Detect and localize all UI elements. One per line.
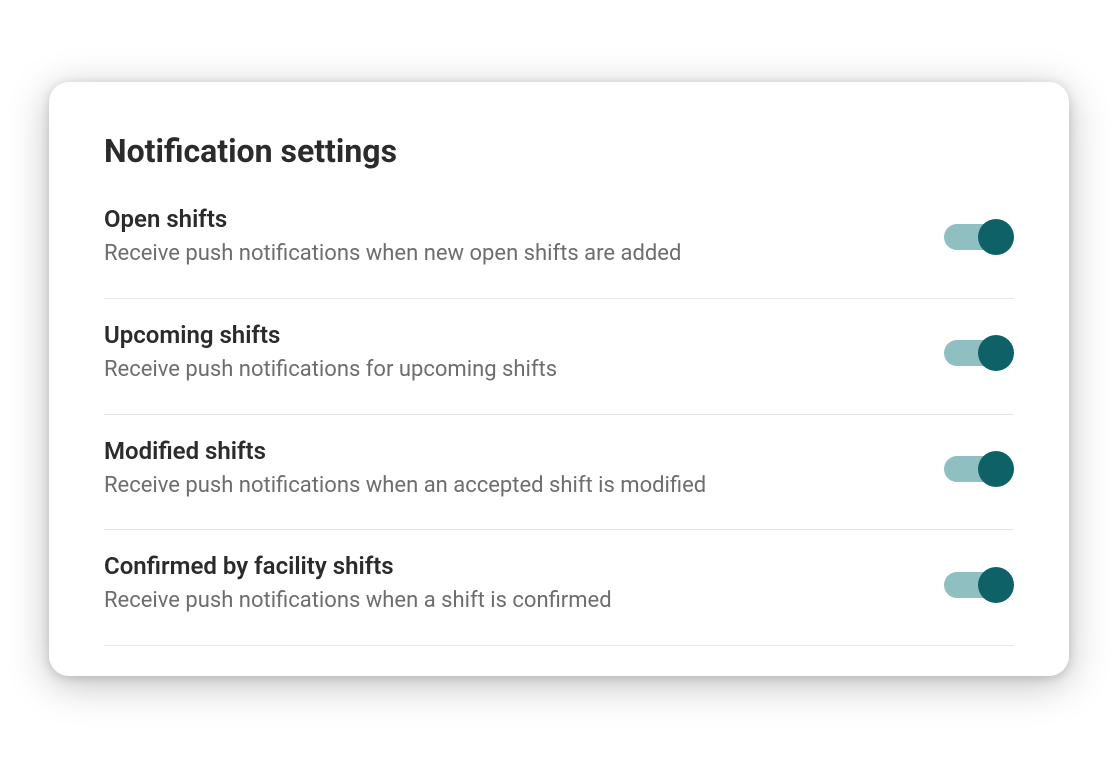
page-title: Notification settings (104, 132, 1014, 170)
setting-text: Modified shifts Receive push notificatio… (104, 437, 944, 502)
toggle-upcoming-shifts[interactable] (944, 335, 1014, 371)
setting-description: Receive push notifications when a shift … (104, 586, 914, 617)
setting-row-confirmed-shifts: Confirmed by facility shifts Receive pus… (104, 530, 1014, 646)
setting-row-upcoming-shifts: Upcoming shifts Receive push notificatio… (104, 299, 1014, 415)
toggle-thumb (978, 219, 1014, 255)
toggle-open-shifts[interactable] (944, 219, 1014, 255)
setting-title: Open shifts (104, 205, 914, 233)
setting-title: Modified shifts (104, 437, 914, 465)
toggle-modified-shifts[interactable] (944, 451, 1014, 487)
setting-description: Receive push notifications when an accep… (104, 471, 914, 502)
setting-description: Receive push notifications for upcoming … (104, 355, 914, 386)
setting-description: Receive push notifications when new open… (104, 239, 914, 270)
notification-settings-card: Notification settings Open shifts Receiv… (49, 82, 1069, 676)
toggle-thumb (978, 567, 1014, 603)
setting-title: Upcoming shifts (104, 321, 914, 349)
toggle-thumb (978, 335, 1014, 371)
setting-row-open-shifts: Open shifts Receive push notifications w… (104, 205, 1014, 299)
toggle-confirmed-shifts[interactable] (944, 567, 1014, 603)
setting-title: Confirmed by facility shifts (104, 552, 914, 580)
setting-text: Open shifts Receive push notifications w… (104, 205, 944, 270)
setting-row-modified-shifts: Modified shifts Receive push notificatio… (104, 415, 1014, 531)
toggle-thumb (978, 451, 1014, 487)
setting-text: Upcoming shifts Receive push notificatio… (104, 321, 944, 386)
setting-text: Confirmed by facility shifts Receive pus… (104, 552, 944, 617)
